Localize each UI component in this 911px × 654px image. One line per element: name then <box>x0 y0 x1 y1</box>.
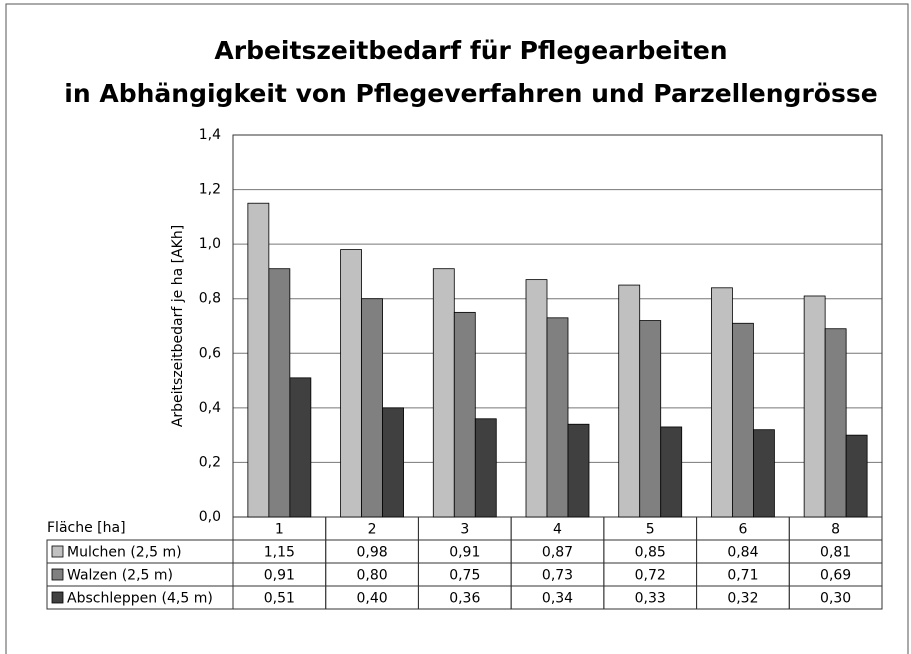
bar <box>453 311 476 518</box>
x-tick-label: 4 <box>553 522 562 538</box>
x-tick-label: 5 <box>646 522 655 538</box>
table-value: 0,33 <box>635 591 666 607</box>
y-tick-label: 0,2 <box>199 454 221 470</box>
table-value: 0,72 <box>635 568 666 584</box>
bar <box>618 284 641 518</box>
legend-label: Walzen (2,5 m) <box>67 568 173 584</box>
bar <box>361 298 383 518</box>
legend-swatch <box>51 545 64 558</box>
y-axis-label: Arbeitszeitbedarf je ha [AKh] <box>170 225 186 427</box>
x-tick-label: 1 <box>275 522 284 538</box>
bar <box>432 268 455 518</box>
x-tick-label: 6 <box>738 522 747 538</box>
legend-label: Abschleppen (4,5 m) <box>67 591 213 607</box>
table-value: 0,30 <box>820 591 851 607</box>
table-value: 1,15 <box>264 545 295 561</box>
x-axis-label: Fläche [ha] <box>47 520 126 536</box>
table-value: 0,51 <box>264 591 295 607</box>
table-value: 0,84 <box>727 545 758 561</box>
y-tick-label: 0,6 <box>199 345 221 361</box>
table-cell <box>788 585 883 610</box>
y-tick-label: 1,0 <box>199 236 221 252</box>
chart-title: Arbeitszeitbedarf für Pflegearbeiten <box>214 36 727 65</box>
y-tick-label: 0,0 <box>199 509 221 525</box>
x-tick-label: 8 <box>831 522 840 538</box>
x-tick-label: 3 <box>460 522 469 538</box>
frame <box>5 3 909 654</box>
table-value: 0,81 <box>820 545 851 561</box>
table-value: 0,36 <box>449 591 480 607</box>
table-value: 0,91 <box>449 545 480 561</box>
bar <box>753 429 775 518</box>
table-value: 0,75 <box>449 568 480 584</box>
y-tick-label: 0,8 <box>199 291 221 307</box>
table-cell <box>46 585 234 610</box>
table-value: 0,91 <box>264 568 295 584</box>
legend-label: Mulchen (2,5 m) <box>67 545 182 561</box>
bar <box>660 426 683 518</box>
table-value: 0,71 <box>727 568 758 584</box>
legend-swatch <box>51 591 64 604</box>
table-value: 0,87 <box>542 545 573 561</box>
bar <box>824 328 847 518</box>
bar <box>639 320 662 518</box>
bar <box>289 377 312 518</box>
table-value: 0,69 <box>820 568 851 584</box>
y-tick-label: 0,4 <box>199 400 221 416</box>
table-value: 0,73 <box>542 568 573 584</box>
table-value: 0,80 <box>356 568 387 584</box>
bar <box>268 268 291 518</box>
bar <box>567 423 590 518</box>
table-value: 0,85 <box>635 545 666 561</box>
x-tick-label: 2 <box>368 522 377 538</box>
bar <box>340 249 362 518</box>
bar <box>546 317 569 518</box>
y-tick-label: 1,2 <box>199 182 221 198</box>
bar <box>474 418 497 518</box>
table-value: 0,32 <box>727 591 758 607</box>
table-value: 0,40 <box>356 591 387 607</box>
bar <box>732 322 754 518</box>
bar <box>803 295 826 518</box>
bar <box>382 407 404 518</box>
bar <box>845 434 868 518</box>
y-tick-label: 1,4 <box>199 127 221 143</box>
table-value: 0,98 <box>356 545 387 561</box>
bar <box>711 287 733 518</box>
bar <box>247 202 270 518</box>
bar <box>525 279 548 518</box>
legend-swatch <box>51 568 64 581</box>
table-value: 0,34 <box>542 591 573 607</box>
chart-title: in Abhängigkeit von Pflegeverfahren und … <box>64 79 877 108</box>
